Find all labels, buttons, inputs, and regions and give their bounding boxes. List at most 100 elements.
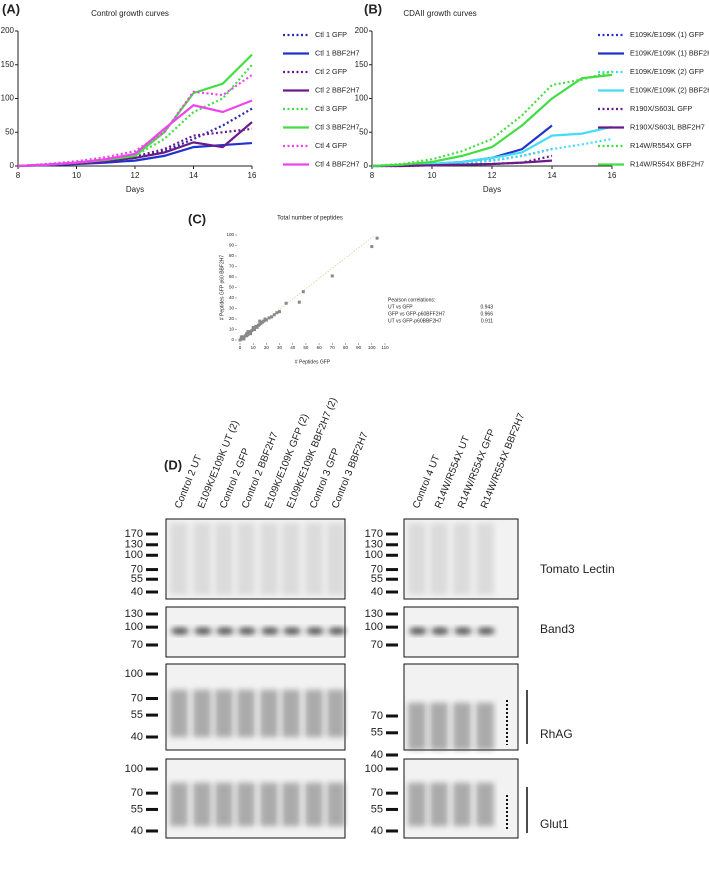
data-point — [246, 333, 250, 337]
legend-label: R14W/R554X BBF2H7 — [630, 159, 704, 168]
legend-label: Ctl 3 BBF2H7 — [315, 122, 360, 131]
y-tick-label: 150 — [1, 60, 15, 69]
y-tick-label: 90 — [229, 243, 235, 248]
marker-label: 40 — [131, 731, 143, 743]
blot-smear — [215, 689, 233, 738]
marker-label: 130 — [125, 539, 143, 551]
blot-smear — [408, 702, 426, 750]
legend-label: Ctl 4 GFP — [315, 141, 347, 150]
x-axis-title: # Peptides GFP — [295, 359, 331, 365]
data-point — [242, 337, 246, 341]
x-tick-label: 60 — [317, 345, 323, 350]
y-tick-label: 10 — [229, 327, 235, 332]
marker-label: 130 — [125, 608, 143, 620]
x-tick-label: 10 — [428, 171, 437, 180]
data-point — [239, 335, 243, 339]
blot-smear — [327, 782, 345, 827]
blot-smear — [476, 782, 494, 827]
data-point — [330, 274, 334, 278]
blot-band — [306, 627, 324, 635]
y-tick-label: 20 — [229, 316, 235, 321]
series-line — [371, 73, 613, 168]
legend-label: Ctl 1 BBF2H7 — [315, 48, 360, 57]
blot-smear — [430, 523, 448, 595]
series-line — [17, 121, 253, 168]
y-tick-label: 50 — [5, 127, 14, 136]
blot-smear — [430, 782, 448, 827]
blot-smear — [305, 523, 323, 595]
marker-label: 100 — [365, 621, 383, 633]
blot-smear — [305, 689, 323, 738]
blot-label: Band3 — [540, 622, 575, 636]
data-point — [270, 315, 274, 319]
legend-label: E109K/E109K (2) GFP — [630, 67, 704, 76]
blot-smear — [282, 782, 300, 827]
x-tick-label: 100 — [368, 345, 376, 350]
blot-band — [238, 627, 256, 635]
annotation-label: UT vs GFP-p60BBF2H7 — [388, 318, 442, 324]
y-tick-label: 40 — [229, 295, 235, 300]
data-point — [246, 330, 250, 334]
data-point — [370, 245, 374, 249]
blot-smear — [282, 689, 300, 738]
legend-label: Ctl 1 GFP — [315, 30, 347, 39]
legend-label: E109K/E109K (1) BBF2H7 — [630, 48, 709, 57]
x-tick-label: 0 — [239, 345, 242, 350]
blot-band — [431, 627, 449, 635]
y-tick-label: 60 — [229, 274, 235, 279]
marker-label: 70 — [131, 639, 143, 651]
x-tick-label: 14 — [189, 171, 198, 180]
panel-label: (B) — [364, 1, 382, 16]
y-tick-label: 150 — [355, 60, 369, 69]
blot-smear — [327, 689, 345, 738]
blot-smear — [408, 523, 426, 595]
data-point — [255, 325, 259, 329]
panel-label: (A) — [2, 1, 20, 16]
y-tick-label: 200 — [1, 26, 15, 35]
x-tick-label: 20 — [264, 345, 270, 350]
blot-smear — [260, 523, 278, 595]
x-axis-title: Days — [126, 185, 144, 194]
blot-label: Tomato Lectin — [540, 562, 615, 576]
x-tick-label: 80 — [343, 345, 349, 350]
series-line — [371, 70, 613, 168]
blot-label: RhAG — [540, 727, 573, 741]
blot-label: Glut1 — [540, 817, 569, 831]
marker-label: 40 — [131, 825, 143, 837]
blot-smear — [215, 782, 233, 827]
blot-band — [171, 627, 189, 635]
series-line — [17, 73, 253, 168]
data-point — [278, 310, 282, 314]
series-line — [371, 124, 553, 168]
blot-smear — [237, 523, 255, 595]
y-tick-label: 80 — [229, 253, 235, 258]
marker-label: 70 — [131, 787, 143, 799]
series-line — [372, 159, 553, 168]
marker-label: 70 — [371, 787, 383, 799]
x-tick-label: 110 — [381, 345, 389, 350]
x-tick-label: 70 — [330, 345, 336, 350]
blot-smear — [260, 782, 278, 827]
legend-label: R190X/S603L GFP — [630, 104, 692, 113]
x-tick-label: 14 — [548, 171, 557, 180]
x-tick-label: 12 — [488, 171, 497, 180]
blot-smear — [408, 782, 426, 827]
blot-smear — [453, 523, 471, 595]
chart-title: Control growth curves — [91, 9, 169, 18]
blot-smear — [215, 523, 233, 595]
blot-smear — [193, 689, 211, 738]
legend-label: R190X/S603L BBF2H7 — [630, 122, 705, 131]
marker-label: 130 — [365, 608, 383, 620]
chart-title: Total number of peptides — [277, 216, 343, 222]
x-tick-label: 40 — [290, 345, 296, 350]
y-tick-label: 0 — [231, 337, 234, 342]
marker-label: 55 — [131, 709, 143, 721]
blot-smear — [170, 689, 188, 738]
legend-label: Ctl 2 BBF2H7 — [315, 85, 360, 94]
x-tick-label: 16 — [248, 171, 257, 180]
data-point — [253, 328, 256, 331]
blot-band — [283, 627, 301, 635]
annotation-value: 0.966 — [480, 311, 493, 317]
marker-label: 55 — [371, 727, 383, 739]
blot-smear — [305, 782, 323, 827]
